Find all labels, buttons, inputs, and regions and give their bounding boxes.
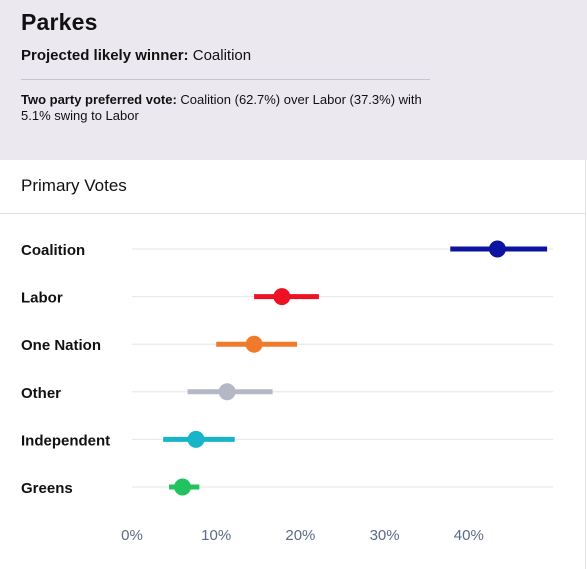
projected-winner-value: Coalition bbox=[192, 47, 252, 64]
card-divider bbox=[0, 213, 585, 214]
projected-winner-label: Projected likely winner: bbox=[21, 47, 189, 64]
estimate-point-independent bbox=[187, 430, 205, 448]
estimate-point-other bbox=[218, 383, 236, 401]
tpp-label: Two party preferred vote: bbox=[21, 92, 177, 107]
estimate-point-one-nation bbox=[245, 335, 263, 353]
party-label-coalition: Coalition bbox=[21, 242, 85, 259]
party-label-other: Other bbox=[21, 385, 61, 402]
summary-header bbox=[0, 0, 587, 160]
party-label-labor: Labor bbox=[21, 290, 63, 307]
projected-winner: Projected likely winner: Coalition bbox=[21, 47, 251, 64]
x-tick-label: 0% bbox=[121, 527, 143, 544]
party-label-independent: Independent bbox=[21, 432, 110, 449]
x-tick-label: 30% bbox=[370, 527, 400, 544]
estimate-point-coalition bbox=[488, 240, 506, 258]
primary-votes-card bbox=[0, 160, 586, 569]
x-tick-label: 20% bbox=[285, 527, 315, 544]
party-label-one-nation: One Nation bbox=[21, 337, 101, 354]
two-party-preferred: Two party preferred vote: Coalition (62.… bbox=[21, 92, 451, 124]
electorate-title: Parkes bbox=[21, 9, 98, 35]
primary-votes-title: Primary Votes bbox=[21, 176, 127, 195]
x-tick-label: 10% bbox=[201, 527, 231, 544]
party-label-greens: Greens bbox=[21, 480, 73, 497]
estimate-point-labor bbox=[273, 288, 291, 306]
estimate-point-greens bbox=[174, 478, 192, 496]
tpp-text: Coalition (62.7%) over Labor (37.3%) wit… bbox=[21, 92, 422, 123]
x-tick-label: 40% bbox=[454, 527, 484, 544]
header-divider bbox=[21, 79, 430, 80]
